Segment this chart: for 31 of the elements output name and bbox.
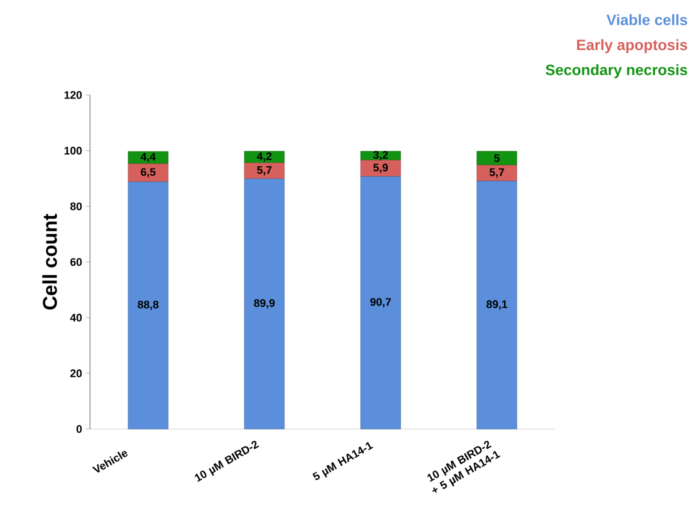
bar bbox=[244, 178, 285, 430]
y-tick-label: 120 bbox=[64, 91, 82, 99]
text: Early apoptosis bbox=[577, 39, 688, 54]
y-tick-label: 0 bbox=[76, 425, 82, 433]
data-label: 89,9 bbox=[254, 299, 275, 309]
bar bbox=[476, 180, 518, 430]
data-label: 5,7 bbox=[490, 168, 504, 178]
y-axis-title: Cell count bbox=[42, 214, 57, 310]
y-tick-label: 20 bbox=[70, 369, 82, 378]
data-label: 5,9 bbox=[373, 164, 388, 174]
y-tick-label: 40 bbox=[70, 314, 82, 322]
data-label: 5,7 bbox=[257, 166, 272, 176]
data-label: 4,2 bbox=[256, 152, 272, 162]
bar bbox=[244, 162, 285, 179]
data-label: 3,2 bbox=[373, 150, 388, 160]
data-label: 88,8 bbox=[138, 300, 158, 310]
y-tick-label: 60 bbox=[70, 258, 82, 266]
data-label: 89,1 bbox=[486, 300, 508, 310]
bar bbox=[360, 176, 401, 430]
bar bbox=[128, 182, 168, 430]
bar bbox=[476, 151, 518, 166]
data-label: 90,7 bbox=[370, 298, 391, 308]
data-label: 6,5 bbox=[140, 168, 156, 178]
text: Viable cells bbox=[606, 14, 688, 26]
bar bbox=[128, 151, 168, 164]
data-label: 5 bbox=[494, 154, 500, 162]
y-tick-label: 100 bbox=[64, 146, 82, 155]
data-label: 4,4 bbox=[140, 152, 156, 162]
y-tick-label: 80 bbox=[70, 202, 82, 210]
bar bbox=[128, 164, 168, 182]
text: Secondary necrosis bbox=[546, 64, 688, 78]
